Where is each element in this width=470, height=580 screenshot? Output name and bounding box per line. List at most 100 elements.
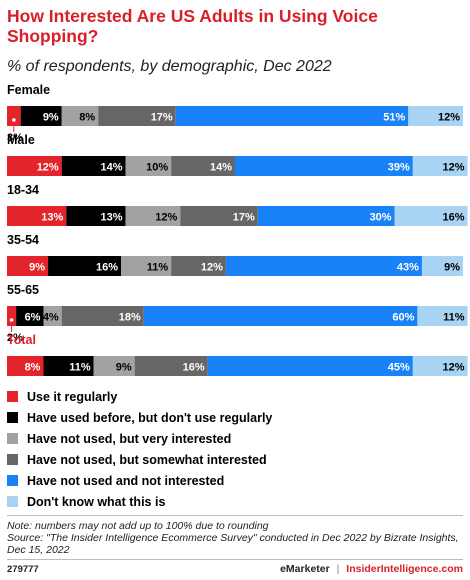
bar-segment [180, 206, 258, 226]
data-label: 17% [151, 112, 173, 124]
data-label: 18% [119, 312, 141, 324]
callout-dot [8, 317, 15, 323]
bar-segment [171, 156, 235, 176]
legend-item: Have not used and not interested [7, 470, 272, 491]
bar-segment [125, 206, 181, 226]
legend-label: Have not used, but somewhat interested [27, 452, 267, 467]
data-label: 9% [116, 362, 132, 374]
data-label: 17% [233, 212, 255, 224]
bar-segment [417, 306, 468, 326]
data-label: 12% [37, 162, 59, 174]
data-label: 11% [147, 262, 169, 274]
bar-segment [412, 156, 468, 176]
legend-item: Have not used, but very interested [7, 428, 272, 449]
data-label: 60% [392, 312, 414, 324]
data-label: 13% [101, 212, 123, 224]
bar-segment [16, 306, 44, 326]
bar-segment [143, 306, 418, 326]
legend-swatch [7, 412, 18, 423]
legend-label: Have used before, but don't use regularl… [27, 410, 273, 425]
legend-swatch [7, 433, 18, 444]
data-label: 8% [79, 112, 95, 124]
chart-title: How Interested Are US Adults in Using Vo… [7, 6, 378, 46]
legend-item: Don't know what this is [7, 491, 272, 512]
chart-subtitle: % of respondents, by demographic, Dec 20… [7, 58, 332, 75]
bar-segment [43, 306, 62, 326]
category-label: Female [7, 83, 50, 97]
bar-segment [7, 106, 21, 126]
data-label: 4% [43, 312, 59, 324]
bar-segment [7, 306, 17, 326]
bar-segment [134, 356, 208, 376]
legend-label: Don't know what this is [27, 494, 166, 509]
data-label: 12% [443, 162, 465, 174]
bar-segment [7, 156, 62, 176]
bar-segment [43, 356, 94, 376]
bar-segment [171, 256, 226, 276]
data-label: 12% [155, 212, 177, 224]
bar-segment [98, 106, 176, 126]
data-label: 16% [183, 362, 205, 374]
bar-segment [7, 206, 67, 226]
callout-label: 2% [7, 332, 23, 344]
legend-swatch [7, 496, 18, 507]
brand-name: eMarketer [280, 563, 330, 575]
callout-label: 3% [7, 132, 23, 144]
bar-segment [225, 256, 422, 276]
bar-segment [412, 356, 468, 376]
bar-segment [61, 106, 99, 126]
bar-segment [61, 156, 126, 176]
bar-segment [207, 356, 413, 376]
data-label: 12% [201, 262, 223, 274]
category-label: Total [7, 333, 36, 347]
data-label: 13% [41, 212, 63, 224]
legend-swatch [7, 454, 18, 465]
bar-segment [257, 206, 395, 226]
stacked-bar-chart: Female 3% 9% 8% 17% 51% 12% Male 12% 14% 10% 14% 39%… [7, 83, 468, 376]
bar-segment [125, 156, 172, 176]
footer-divider [7, 515, 463, 516]
note-text: Note: numbers may not add up to 100% due… [7, 520, 269, 532]
chart-notes: Note: numbers may not add up to 100% due… [7, 520, 463, 556]
data-label: 12% [443, 362, 465, 374]
data-label: 43% [397, 262, 419, 274]
source-text: Source: "The Insider Intelligence Ecomme… [7, 532, 459, 556]
data-label: 9% [29, 262, 45, 274]
data-label: 16% [96, 262, 118, 274]
brand-separator: | [336, 563, 340, 575]
bar-segment [7, 256, 49, 276]
data-label: 8% [25, 362, 41, 374]
chart-legend: Use it regularly Have used before, but do… [7, 386, 272, 512]
category-label: 18-34 [7, 183, 39, 197]
category-label: 55-65 [7, 283, 39, 297]
legend-swatch [7, 391, 18, 402]
data-label: 16% [443, 212, 465, 224]
bar-segment [394, 206, 468, 226]
data-label: 6% [25, 312, 41, 324]
bar-segment [235, 156, 413, 176]
data-label: 14% [101, 162, 123, 174]
bar-segment [408, 106, 463, 126]
data-label: 10% [146, 162, 168, 174]
footer-brand: eMarketer | InsiderIntelligence.com [280, 563, 463, 575]
data-label: 51% [383, 112, 405, 124]
bar-segment [66, 206, 126, 226]
data-label: 11% [443, 312, 465, 324]
category-label: Male [7, 133, 35, 147]
bar-segment [93, 356, 135, 376]
legend-item: Have not used, but somewhat interested [7, 449, 272, 470]
bar-segment [20, 106, 62, 126]
data-label: 30% [370, 212, 392, 224]
category-label: 35-54 [7, 233, 39, 247]
data-label: 9% [43, 112, 59, 124]
data-label: 12% [438, 112, 460, 124]
legend-label: Have not used, but very interested [27, 431, 232, 446]
bar-segment [121, 256, 172, 276]
legend-item: Have used before, but don't use regularl… [7, 407, 272, 428]
brand-website: InsiderIntelligence.com [346, 563, 463, 575]
chart-id: 279777 [7, 564, 39, 575]
data-label: 14% [210, 162, 232, 174]
data-label: 9% [444, 262, 460, 274]
callout-dot [11, 117, 17, 123]
